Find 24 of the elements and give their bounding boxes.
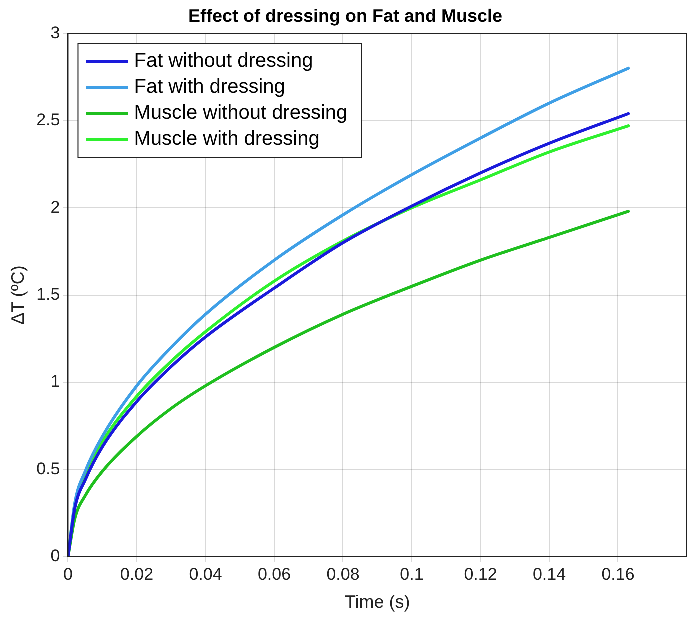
x-tick-label: 0.14 [532, 564, 566, 584]
x-tick-label: 0.12 [464, 564, 498, 584]
chart-title: Effect of dressing on Fat and Muscle [188, 6, 503, 26]
legend-label: Fat with dressing [134, 76, 286, 98]
y-tick-label: 3 [50, 23, 60, 42]
x-tick-label: 0.1 [400, 564, 424, 584]
line-series [68, 210, 630, 557]
x-axis-title: Time (s) [344, 592, 410, 612]
legend-label: Fat without dressing [134, 50, 314, 72]
y-tick-label: 1 [50, 372, 60, 392]
x-tick-label: 0.16 [602, 564, 635, 584]
x-tick-label: 0.04 [189, 564, 222, 584]
y-tick-label: 0.5 [36, 459, 60, 478]
x-tick-label: 0.08 [326, 564, 360, 584]
y-axis-title: ΔT (ºC) [8, 266, 28, 325]
y-tick-label: 0 [50, 546, 60, 566]
x-tick-label: 0.02 [120, 564, 154, 584]
y-tick-label: 2.5 [36, 110, 60, 130]
legend-label: Muscle with dressing [134, 128, 320, 150]
y-tick-label: 1.5 [36, 284, 60, 304]
x-tick-label: 0 [64, 564, 73, 584]
x-tick-label: 0.06 [258, 564, 292, 584]
y-tick-label: 2 [50, 198, 60, 217]
legend-label: Muscle without dressing [134, 102, 348, 124]
